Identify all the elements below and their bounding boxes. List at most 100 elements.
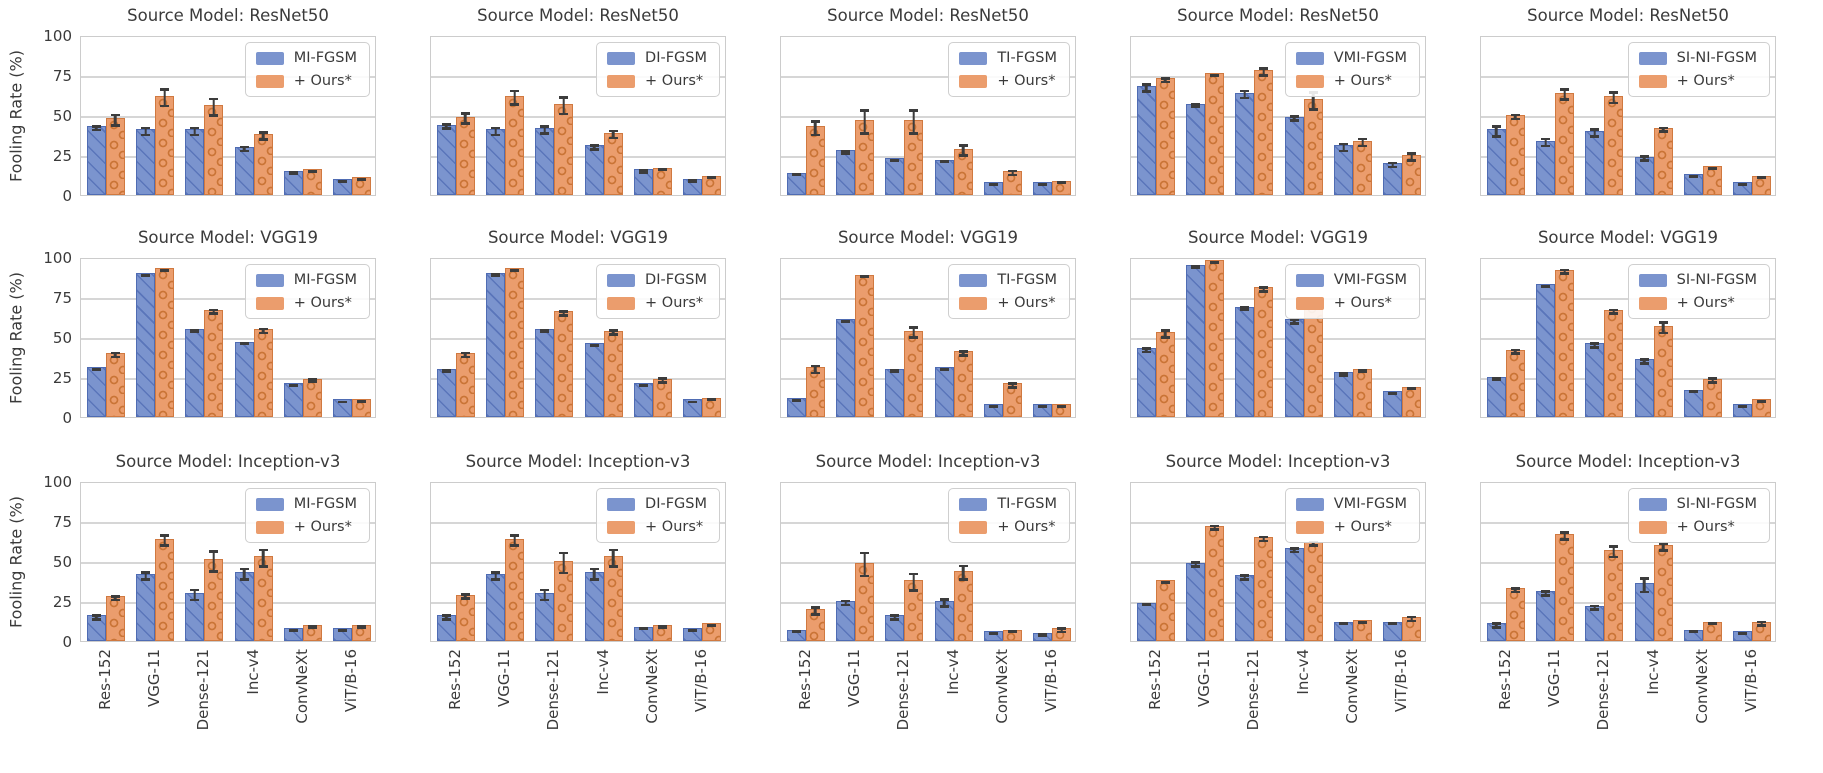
x-tick-text: Dense-121 [544, 649, 563, 731]
error-bar-cap [1339, 622, 1348, 626]
error-bar-cap [1658, 549, 1668, 552]
legend-label: + Ours* [293, 295, 352, 311]
y-tick-label: 75 [52, 289, 72, 307]
error-bar [1210, 73, 1219, 77]
bar-baseline-VGG-11 [1536, 140, 1555, 195]
error-bar-cap [1038, 633, 1048, 637]
error-bar-cap [1358, 144, 1367, 148]
error-bar-line [1194, 561, 1197, 568]
error-bar-cap [658, 377, 667, 380]
error-bar [1038, 405, 1048, 408]
error-bar-line [212, 97, 216, 117]
error-bar [1510, 348, 1520, 355]
legend-label: + Ours* [645, 295, 704, 311]
error-bar-cap [958, 350, 968, 353]
error-bar [91, 125, 101, 132]
error-bar-cap [841, 152, 850, 155]
gridline-75 [81, 522, 375, 524]
error-bar [1757, 399, 1767, 403]
error-bar [1160, 329, 1170, 339]
bar-ours-VGG-11 [855, 119, 874, 195]
error-bar-line [611, 548, 615, 568]
error-bar-cap [1339, 371, 1348, 375]
bar-baseline-ViT/B-16 [1033, 404, 1053, 417]
y-tick-label: 50 [52, 329, 72, 347]
legend-swatch-baseline-icon [1638, 51, 1667, 65]
bar-baseline-VGG-11 [136, 273, 155, 417]
error-bar-line [1361, 137, 1364, 148]
bar-baseline-Res-152 [1486, 129, 1506, 195]
bar-baseline-Dense-121 [1235, 306, 1255, 417]
error-bar-line [1593, 604, 1597, 611]
x-tick-text: ViT/B-16 [1392, 649, 1411, 713]
error-bar-cap [209, 312, 219, 315]
error-bar-line [242, 145, 246, 153]
bar-ours-ConvNeXt [303, 625, 322, 641]
bar-baseline-ViT/B-16 [1733, 182, 1753, 195]
error-bar-cap [190, 588, 200, 592]
subplot-r1c3: TI-FGSM + Ours* [780, 36, 1076, 196]
error-bar-line [562, 551, 566, 575]
error-bar-cap [791, 399, 801, 402]
x-tick-label: ConvNeXt [1691, 649, 1713, 769]
error-bar-line [193, 126, 197, 137]
error-bar-line [1612, 308, 1616, 315]
error-bar-cap [810, 606, 820, 609]
error-bar-cap [939, 368, 949, 371]
legend-swatch-ours-icon [1638, 296, 1667, 310]
legend-item: + Ours* [255, 519, 357, 535]
error-bar-cap [441, 127, 451, 130]
error-bar-line [444, 123, 448, 130]
legend-label: + Ours* [1333, 295, 1392, 311]
error-bar [1191, 103, 1200, 109]
legend-swatch-ours-icon [255, 520, 284, 534]
error-bar-line [1612, 545, 1616, 559]
error-bar-line [463, 112, 467, 125]
error-bar-cap [510, 269, 519, 272]
bar-ours-Inc-v4 [1303, 99, 1323, 195]
error-bar [989, 182, 998, 186]
error-bar-cap [1407, 615, 1417, 619]
error-bar-line [242, 567, 246, 581]
error-bar-cap [540, 329, 550, 333]
bar-baseline-ConvNeXt [984, 182, 1003, 195]
error-bar-cap [890, 369, 900, 373]
bar-baseline-Res-152 [1136, 348, 1156, 417]
error-bar [890, 614, 900, 621]
legend-item: TI-FGSM [959, 496, 1057, 512]
error-bar [841, 149, 850, 155]
bar-ours-ViT/B-16 [1402, 617, 1422, 641]
bar-ours-Res-152 [805, 126, 825, 195]
error-bar-cap [1210, 524, 1219, 528]
bar-baseline-ConvNeXt [1334, 145, 1353, 195]
bar-baseline-ConvNeXt [1334, 621, 1353, 641]
error-bar-line [1262, 535, 1266, 543]
bar-baseline-ViT/B-16 [1383, 391, 1403, 417]
bar-ours-Inc-v4 [1653, 325, 1673, 417]
error-bar-cap [939, 598, 949, 601]
error-bar-cap [491, 133, 500, 137]
error-bar-cap [939, 160, 949, 164]
bar-baseline-Dense-121 [885, 158, 905, 195]
error-bar-cap [1491, 622, 1501, 625]
legend: TI-FGSM + Ours* [948, 264, 1070, 319]
bar-ours-Res-152 [1155, 332, 1175, 417]
bar-ours-VGG-11 [1205, 260, 1224, 417]
error-bar-cap [1609, 312, 1619, 315]
gridline-75 [431, 298, 725, 300]
x-tick-label: Res-152 [1494, 649, 1516, 769]
x-tick-text: VGG-11 [1195, 649, 1213, 708]
error-bar-cap [1541, 137, 1550, 141]
legend-swatch-baseline-icon [607, 273, 636, 287]
error-bar [110, 351, 120, 359]
error-bar [239, 567, 249, 581]
error-bar-line [1292, 318, 1296, 325]
x-tick-text: Res-152 [95, 649, 114, 710]
error-bar-cap [1510, 113, 1520, 117]
error-bar [308, 378, 317, 383]
legend-item: MI-FGSM [255, 50, 357, 66]
error-bar-cap [1008, 382, 1017, 385]
error-bar-cap [1639, 577, 1649, 580]
legend-swatch-baseline-icon [607, 51, 636, 65]
error-bar-cap [909, 326, 919, 329]
